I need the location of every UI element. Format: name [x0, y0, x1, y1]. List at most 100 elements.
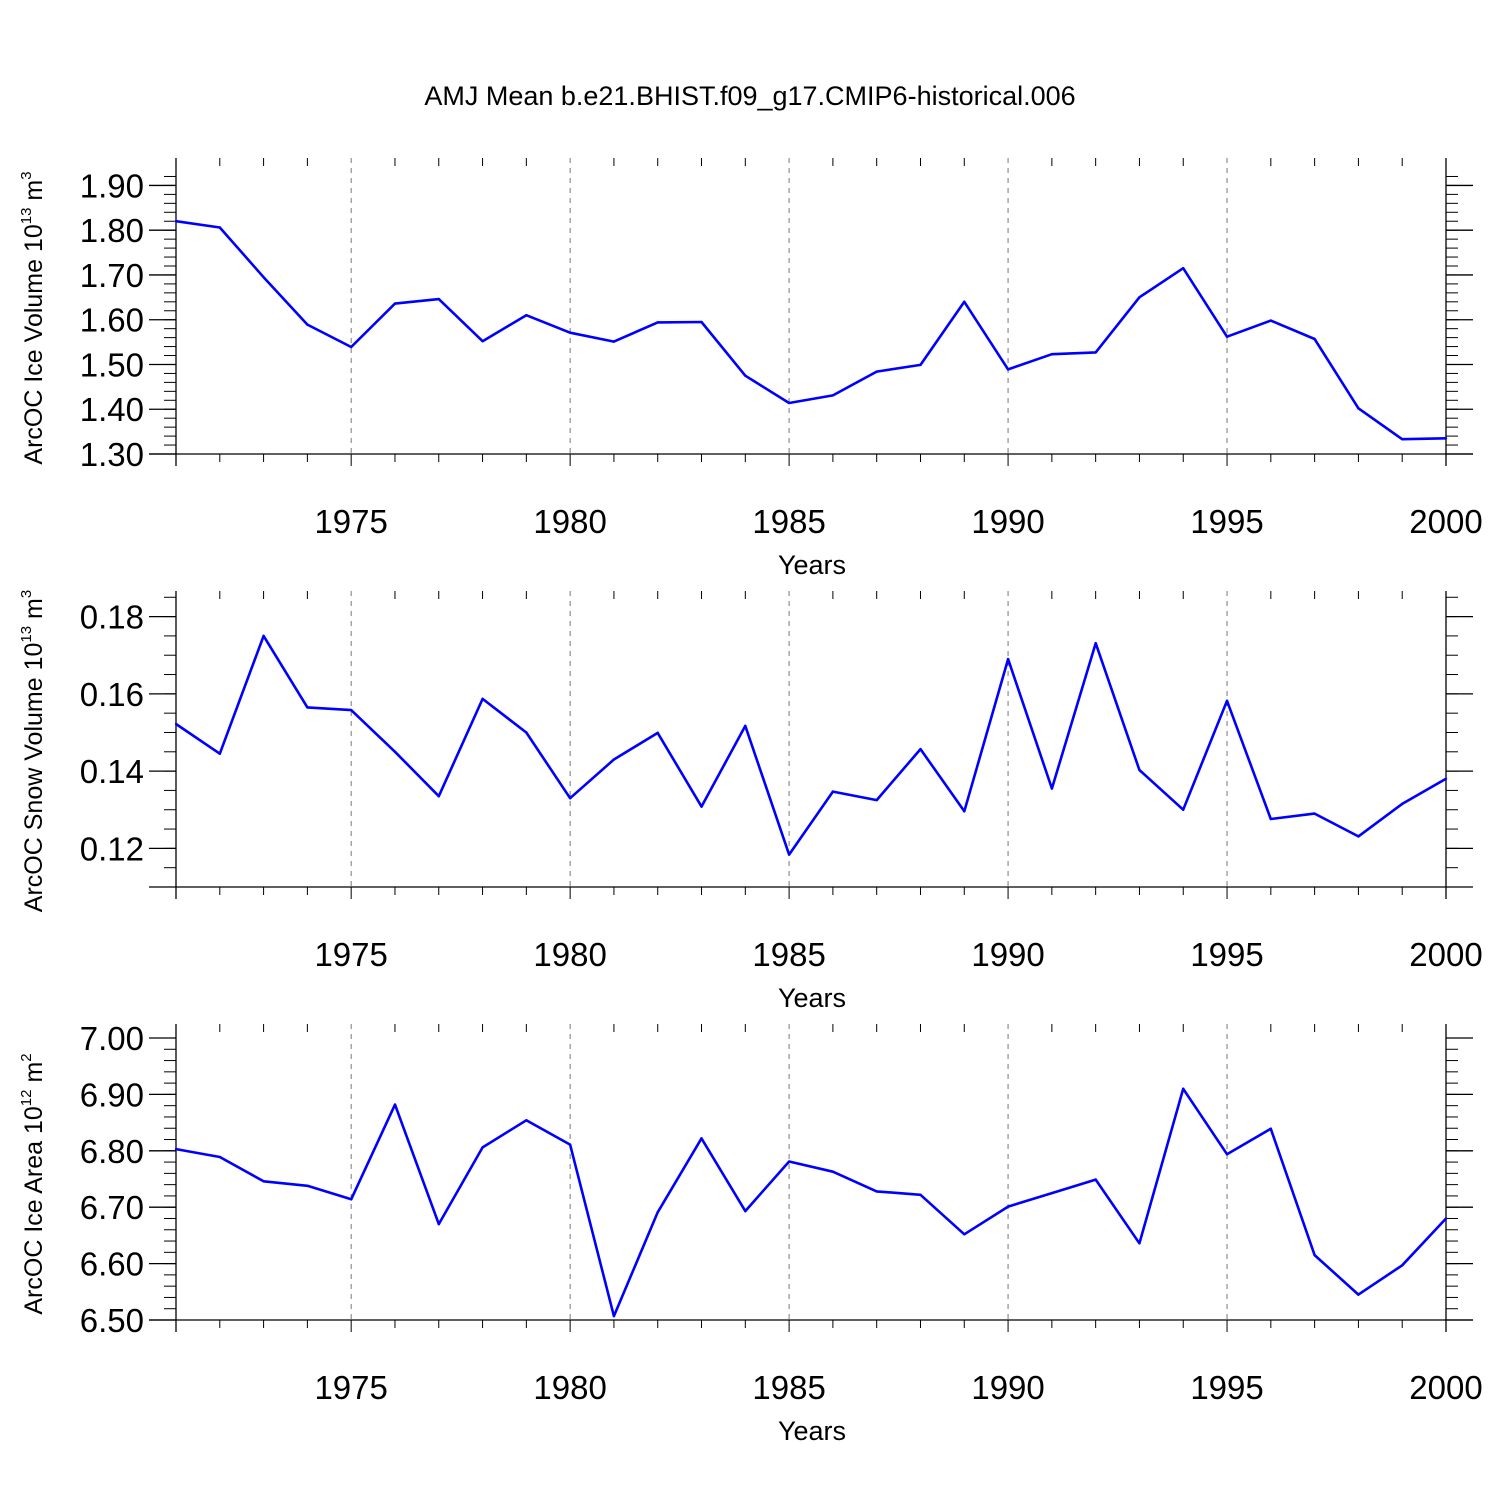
data-point — [1313, 1253, 1316, 1257]
data-point — [174, 220, 178, 223]
data-point — [656, 321, 659, 324]
data-point — [612, 1314, 616, 1318]
data-point — [744, 374, 747, 377]
data-point — [1444, 437, 1448, 440]
data-point — [1444, 1217, 1448, 1220]
x-tick-label: 1985 — [752, 936, 825, 973]
x-tick-label: 2000 — [1409, 503, 1482, 540]
y-tick-label: 1.80 — [80, 212, 144, 249]
data-point — [525, 1119, 528, 1122]
y-tick-label: 1.30 — [80, 436, 144, 473]
x-tick-label: 1985 — [752, 503, 825, 540]
data-point — [1006, 657, 1010, 661]
data-point — [787, 853, 791, 856]
y-axis-label: ArcOC Ice Volume 1013 m3 — [18, 171, 48, 464]
x-tick-label: 1995 — [1190, 936, 1263, 973]
x-axis-label: Years — [778, 983, 846, 1013]
data-point — [1138, 296, 1141, 299]
data-point — [1357, 407, 1360, 410]
y-tick-label: 0.12 — [80, 830, 144, 867]
data-point — [1138, 768, 1141, 772]
data-point — [568, 796, 572, 800]
data-point — [875, 370, 878, 373]
data-point — [262, 275, 265, 279]
data-point — [1225, 699, 1229, 703]
y-tick-label: 1.90 — [80, 167, 144, 204]
y-tick-label: 0.16 — [80, 676, 144, 713]
data-point — [919, 363, 922, 367]
data-point — [1050, 352, 1054, 356]
data-point — [262, 1180, 265, 1183]
y-tick-label: 6.90 — [80, 1076, 144, 1113]
data-point — [875, 798, 878, 802]
data-point — [612, 758, 616, 761]
data-point — [306, 706, 309, 709]
data-point — [349, 345, 353, 349]
chart-title: AMJ Mean b.e21.BHIST.f09_g17.CMIP6-histo… — [424, 81, 1075, 111]
data-point — [875, 1190, 878, 1193]
x-tick-label: 1995 — [1190, 503, 1263, 540]
y-axis-label: ArcOC Snow Volume 1013 m3 — [18, 590, 48, 912]
data-point — [1225, 335, 1229, 338]
data-point — [1444, 777, 1448, 781]
data-point — [700, 805, 703, 808]
y-tick-label: 1.60 — [80, 302, 144, 339]
data-point — [1401, 438, 1404, 441]
data-point — [612, 340, 616, 343]
data-point — [1357, 835, 1360, 838]
data-point — [831, 790, 835, 793]
data-point — [1182, 267, 1185, 270]
data-point — [744, 724, 747, 728]
data-point — [700, 320, 703, 324]
x-tick-label: 1990 — [971, 1369, 1044, 1406]
panel-ice-volume: 1.30 1.40 1.50 1.60 1.70 1.80 1.90 1975 1980 1985… — [18, 158, 1483, 580]
panel-ice-area: 6.50 6.60 6.70 6.80 6.90 7.00 1975 1980 1985 1990… — [18, 1020, 1483, 1446]
data-point — [1182, 1087, 1185, 1090]
x-tick-label: 2000 — [1409, 936, 1482, 973]
data-point — [1050, 1191, 1054, 1195]
x-tick-label: 1990 — [971, 936, 1044, 973]
data-point — [1269, 817, 1273, 821]
data-point — [306, 1184, 309, 1187]
data-line-snow-volume — [175, 634, 1447, 856]
data-point — [481, 340, 484, 343]
data-point — [1006, 368, 1010, 371]
x-tick-label: 1975 — [314, 936, 387, 973]
data-point — [525, 314, 528, 317]
data-point — [656, 1211, 659, 1214]
x-tick-label: 1975 — [314, 503, 387, 540]
x-tick-label: 1980 — [533, 1369, 606, 1406]
data-point — [1138, 1242, 1141, 1245]
y-tick-label: 0.18 — [80, 599, 144, 636]
data-point — [1050, 787, 1054, 790]
y-tick-label: 1.50 — [80, 346, 144, 383]
data-point — [656, 731, 659, 735]
data-point — [1357, 1293, 1360, 1296]
y-axis-label: ArcOC Ice Area 1012 m2 — [18, 1053, 48, 1314]
y-tick-label: 7.00 — [80, 1020, 144, 1057]
x-tick-label: 2000 — [1409, 1369, 1482, 1406]
data-point — [393, 750, 397, 753]
panel-snow-volume: 0.12 0.14 0.16 0.18 1975 1980 1985 1990 1995 2000… — [18, 590, 1483, 1013]
x-axis-label: Years — [778, 1416, 846, 1446]
y-tick-label: 6.60 — [80, 1246, 144, 1283]
data-point — [919, 747, 922, 751]
data-point — [262, 634, 265, 638]
data-point — [963, 300, 966, 304]
data-point — [1094, 351, 1097, 354]
data-point — [174, 1147, 178, 1151]
data-point — [787, 401, 791, 405]
data-point — [174, 722, 178, 726]
data-point — [218, 752, 221, 755]
x-tick-label: 1985 — [752, 1369, 825, 1406]
data-point — [744, 1209, 747, 1213]
x-tick-label: 1980 — [533, 503, 606, 540]
data-point — [218, 226, 221, 229]
data-point — [831, 1170, 835, 1173]
data-point — [437, 1222, 440, 1226]
data-point — [437, 795, 440, 798]
data-point — [963, 1233, 966, 1236]
y-tick-label: 6.80 — [80, 1133, 144, 1170]
data-point — [481, 697, 484, 701]
